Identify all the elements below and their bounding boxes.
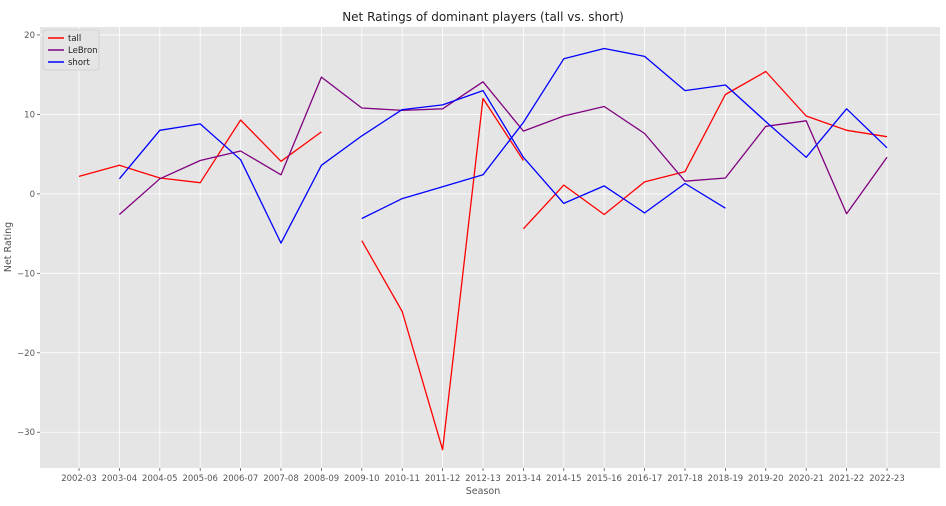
chart-title: Net Ratings of dominant players (tall vs… [342,10,624,24]
x-tick-label: 2012-13 [465,474,501,484]
x-tick-label: 2011-12 [425,474,461,484]
series-lines [78,47,888,451]
y-tick-label: 0 [30,190,35,200]
x-axis-ticks: 2002-03 2003-04 2004-05 2005-06 2006-07 2007-… [61,468,905,484]
x-tick-label: 2013-14 [506,474,542,484]
legend-label-lebron: LeBron [68,46,98,56]
legend-label-short: short [68,58,91,68]
x-tick-label: 2007-08 [263,474,299,484]
x-tick-label: 2020-21 [788,474,824,484]
x-tick-label: 2010-11 [384,474,420,484]
legend-label-tall: tall [68,34,81,44]
x-tick-label: 2018-19 [708,474,744,484]
y-tick-label: 10 [24,110,35,120]
y-tick-label: −10 [17,269,35,279]
x-tick-label: 2022-23 [869,474,905,484]
series-line-tall [78,119,322,184]
legend: tall LeBron short [42,29,100,71]
x-tick-label: 2017-18 [667,474,703,484]
x-tick-label: 2021-22 [829,474,865,484]
x-tick-label: 2015-16 [586,474,622,484]
x-tick-label: 2016-17 [627,474,663,484]
x-tick-label: 2003-04 [102,474,138,484]
plot-area [40,27,940,468]
y-tick-label: −20 [17,349,35,359]
series-line-short [118,89,726,244]
y-axis-label: Net Rating [3,222,14,272]
series-line-tall [361,97,524,451]
x-tick-label: 2008-09 [304,474,340,484]
series-line-lebron [118,76,888,215]
grid-lines [40,27,940,468]
x-tick-label: 2009-10 [344,474,380,484]
y-tick-label: −30 [17,428,35,438]
series-line-tall [522,70,888,230]
x-tick-label: 2006-07 [223,474,259,484]
x-tick-label: 2004-05 [142,474,178,484]
y-axis-ticks: 20 10 0 −10 −20 −30 [17,31,40,438]
x-axis-label: Season [466,486,500,497]
x-tick-label: 2005-06 [182,474,218,484]
x-tick-label: 2002-03 [61,474,97,484]
x-tick-label: 2014-15 [546,474,582,484]
x-tick-label: 2019-20 [748,474,784,484]
legend-box [42,29,100,71]
series-line-short [361,47,888,220]
y-tick-label: 20 [24,31,35,41]
